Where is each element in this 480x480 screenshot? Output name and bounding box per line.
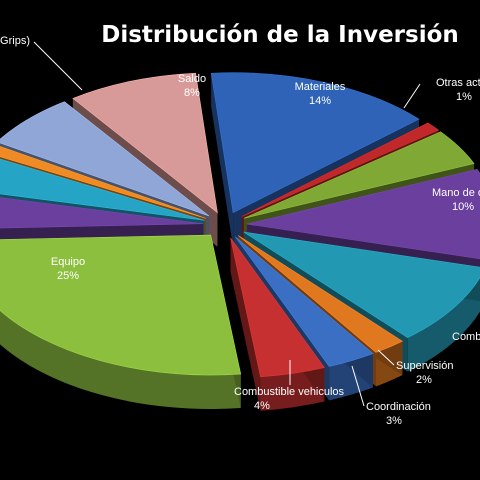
slice-label: Coordinación — [366, 401, 431, 413]
pie-slice-side — [407, 277, 480, 372]
slice-label: Combustible — [452, 331, 480, 343]
pie-slice-top — [0, 197, 204, 229]
pie-slice-top — [72, 72, 218, 214]
slice-label: Saldo — [178, 73, 206, 85]
pie-slice-top — [0, 158, 205, 221]
slice-value-label: 8% — [184, 87, 200, 99]
slice-value-label: 4% — [254, 400, 270, 412]
chart-title: Distribución de la Inversión — [101, 22, 459, 48]
leader-line — [403, 83, 421, 109]
slice-label: Supervisión — [396, 360, 453, 372]
pie-slice — [230, 237, 325, 411]
pie-slice — [0, 234, 242, 410]
pie-slice-top — [230, 237, 325, 378]
slice-label: Materiales — [295, 81, 346, 93]
slice-value-label: 10% — [452, 201, 474, 213]
pie-slice-top — [243, 131, 475, 219]
slice-value-label: 25% — [57, 270, 79, 282]
slice-value-label: 2% — [416, 374, 432, 386]
pie-slice-top — [238, 235, 403, 353]
slice-label: Otras actividades — [436, 77, 480, 89]
leader-line — [377, 349, 395, 366]
pie-slice-wall — [211, 73, 234, 247]
pie-slice-top — [0, 101, 210, 217]
slice-value-label: 14% — [309, 95, 331, 107]
pie-slice-top — [243, 231, 480, 338]
slice-label: Equipo — [51, 256, 85, 268]
pie-slice-top — [241, 122, 440, 217]
leader-line — [351, 365, 365, 407]
pie-slice-wall — [230, 237, 261, 411]
slice-label: Combustible vehiculos — [234, 386, 345, 398]
pie-slice-side — [0, 310, 241, 410]
pie-slice-top — [0, 234, 242, 376]
slice-label: (Grips) — [0, 35, 30, 47]
pie-slice-top — [246, 169, 480, 260]
slice-value-label: 3% — [386, 415, 402, 427]
slice-label: Mano de obra colocación — [432, 187, 480, 199]
pie-slice-top — [0, 146, 207, 219]
leader-line — [33, 41, 83, 91]
pie-slice-top — [234, 236, 374, 367]
pie-slice-top — [210, 72, 420, 214]
slice-value-label: 1% — [456, 91, 472, 103]
